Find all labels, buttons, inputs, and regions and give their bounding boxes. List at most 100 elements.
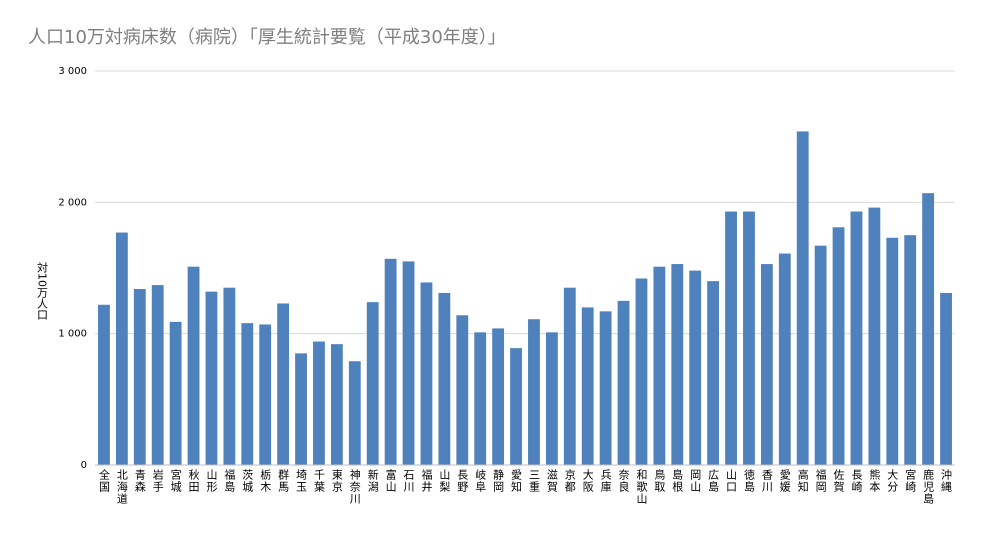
bar xyxy=(528,319,540,465)
x-tick-label: 滋賀 xyxy=(545,469,558,493)
x-tick-label: 全国 xyxy=(97,468,110,493)
bar xyxy=(223,287,236,465)
bar xyxy=(707,281,720,465)
x-tick-label: 鳥取 xyxy=(653,468,666,493)
y-tick-label: 0 xyxy=(81,460,87,471)
x-tick-label: 福井 xyxy=(420,468,433,493)
x-tick-label: 新潟 xyxy=(366,468,379,493)
bar xyxy=(743,211,755,465)
x-tick-label: 青森 xyxy=(133,469,146,493)
x-tick-label: 大分 xyxy=(886,468,899,493)
bar xyxy=(868,207,881,465)
x-tick-label: 神奈川 xyxy=(348,468,361,505)
bar xyxy=(474,332,487,465)
x-tick-label: 岩手 xyxy=(151,468,164,493)
bar xyxy=(725,211,737,465)
bar xyxy=(814,245,827,465)
y-tick-label: 1 000 xyxy=(58,329,87,340)
bar xyxy=(563,287,576,465)
x-tick-label: 山口 xyxy=(725,469,738,493)
bar xyxy=(581,307,594,465)
bar xyxy=(886,237,899,465)
bar xyxy=(456,315,469,465)
bar xyxy=(617,300,630,465)
bar xyxy=(904,235,917,465)
x-tick-label: 秋田 xyxy=(187,468,200,493)
bar xyxy=(545,332,558,465)
x-tick-label: 大阪 xyxy=(581,468,594,493)
bar xyxy=(689,270,702,465)
bar xyxy=(778,253,791,465)
bar xyxy=(295,353,307,465)
bar xyxy=(796,131,809,465)
x-tick-label: 宮崎 xyxy=(904,468,917,493)
x-tick-label: 長崎 xyxy=(850,469,863,493)
x-tick-label: 長野 xyxy=(456,469,469,493)
bar xyxy=(384,258,397,465)
bar xyxy=(169,321,182,465)
x-tick-label: 香川 xyxy=(760,469,773,493)
y-tick-label: 2 000 xyxy=(58,197,87,208)
bar xyxy=(348,361,361,465)
x-tick-label: 静岡 xyxy=(492,468,505,493)
bar xyxy=(133,289,146,465)
bar xyxy=(922,193,935,465)
x-tick-label: 熊本 xyxy=(868,468,881,493)
x-tick-label: 福島 xyxy=(223,468,236,493)
x-tick-label: 佐賀 xyxy=(832,468,845,493)
x-tick-label: 和歌山 xyxy=(635,469,648,505)
bar xyxy=(187,266,200,465)
x-tick-label: 茨城 xyxy=(241,468,254,493)
bar xyxy=(330,344,343,465)
x-tick-label: 沖縄 xyxy=(940,469,953,493)
chart-title: 人口10万対病床数（病院）「厚生統計要覧（平成30年度）」 xyxy=(28,27,506,48)
bar xyxy=(438,292,451,465)
x-tick-label: 岡山 xyxy=(689,469,702,493)
bar xyxy=(940,292,952,465)
x-tick-label: 島根 xyxy=(671,468,684,493)
bar xyxy=(671,264,684,465)
bar xyxy=(510,348,522,465)
bar xyxy=(98,304,110,465)
bar xyxy=(402,261,415,465)
bar xyxy=(277,303,290,465)
bar xyxy=(653,266,666,465)
x-tick-label: 広島 xyxy=(707,469,720,493)
x-tick-label: 東京 xyxy=(330,469,343,493)
x-tick-label: 愛媛 xyxy=(778,469,791,493)
x-tick-label: 愛知 xyxy=(510,469,523,493)
bar xyxy=(850,211,863,465)
x-tick-label: 兵庫 xyxy=(599,469,612,493)
x-tick-label: 三重 xyxy=(527,469,540,493)
y-tick-label: 3 000 xyxy=(58,66,87,77)
bar xyxy=(205,291,218,465)
x-tick-label: 山梨 xyxy=(438,469,451,493)
x-tick-label: 岐阜 xyxy=(474,469,487,493)
x-tick-label: 栃木 xyxy=(259,468,272,493)
x-tick-label: 京都 xyxy=(563,468,576,493)
x-tick-label: 山形 xyxy=(205,469,218,493)
y-axis-label: 対10万人口 xyxy=(36,261,49,320)
bar xyxy=(241,323,254,465)
x-tick-label: 福岡 xyxy=(814,468,827,493)
x-tick-label: 埼玉 xyxy=(295,468,308,493)
bar xyxy=(151,285,164,465)
bar xyxy=(635,278,648,465)
bar xyxy=(760,264,773,465)
bar xyxy=(492,328,505,465)
x-tick-label: 鹿児島 xyxy=(922,468,935,505)
x-tick-label: 奈良 xyxy=(617,468,630,493)
bar xyxy=(115,232,128,465)
bar xyxy=(832,227,845,465)
x-tick-label: 石川 xyxy=(402,469,415,493)
x-tick-label: 徳島 xyxy=(742,469,755,493)
bar xyxy=(259,324,272,465)
x-tick-label: 富山 xyxy=(384,468,397,493)
x-tick-label: 千葉 xyxy=(312,469,325,493)
bar xyxy=(366,302,379,465)
x-tick-label: 群馬 xyxy=(277,468,290,493)
bar xyxy=(420,282,433,465)
bar xyxy=(599,311,612,465)
x-tick-label: 北海道 xyxy=(115,469,128,505)
